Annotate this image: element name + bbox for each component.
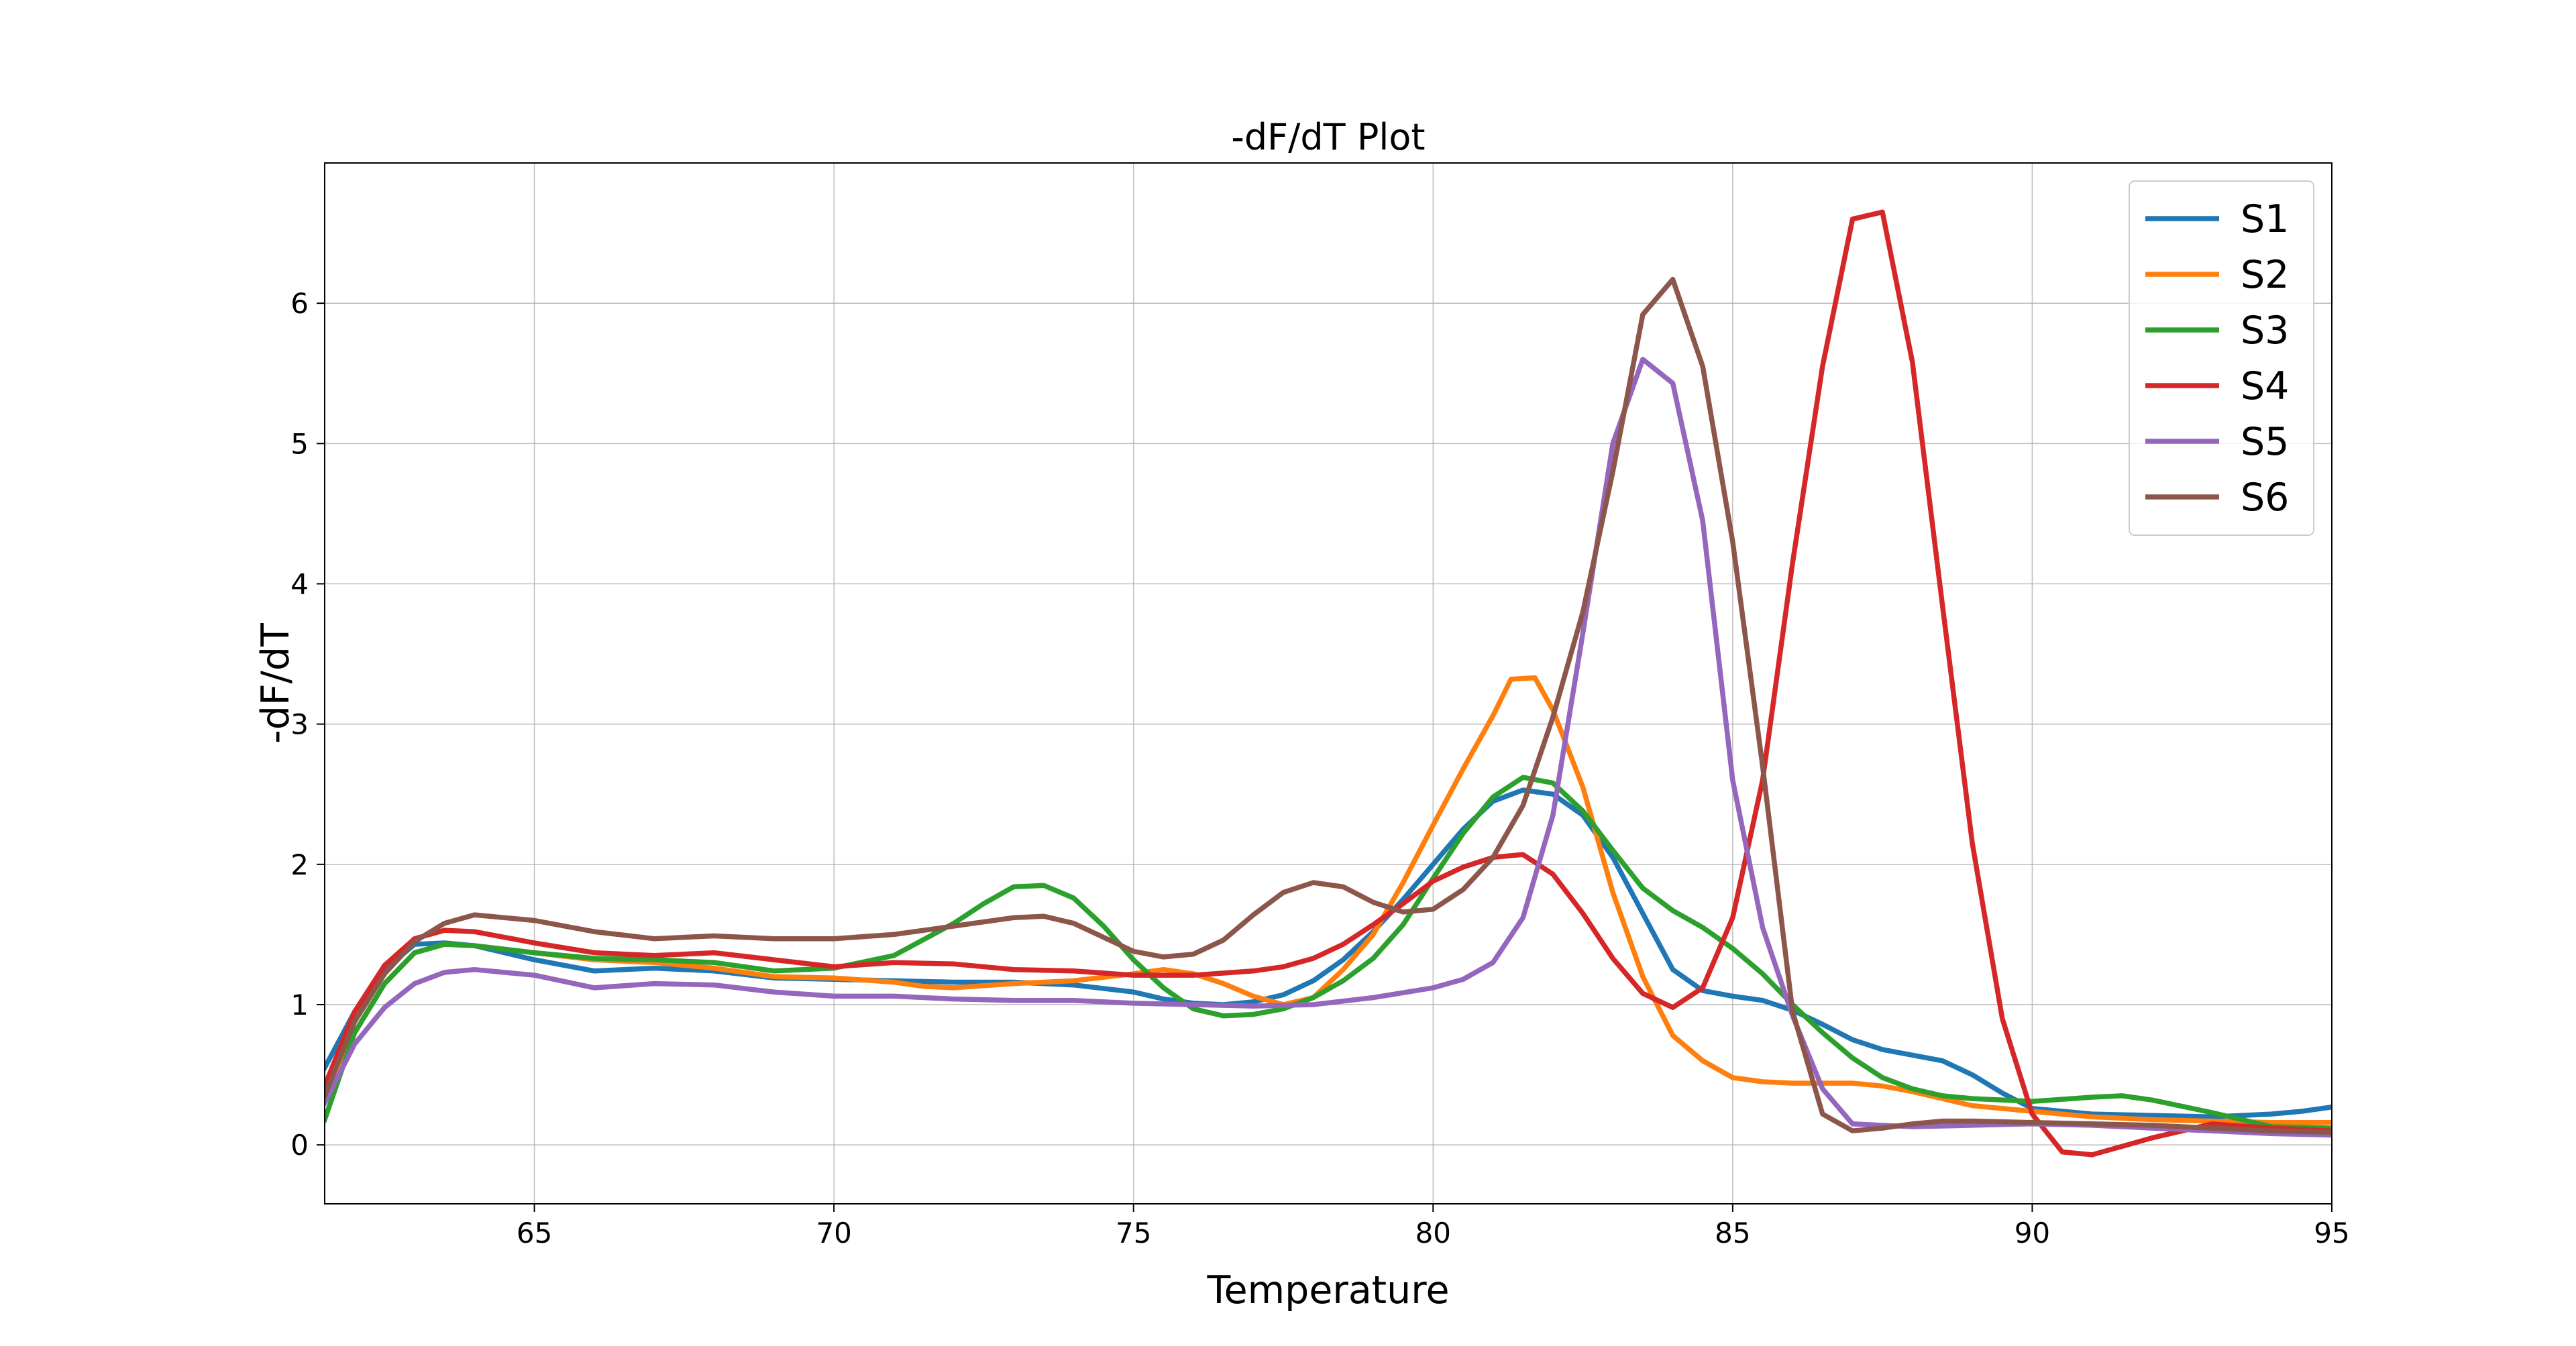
x-tick-label: 85 [1715,1217,1750,1249]
plot-area-frame [324,162,2332,1204]
legend-label: S1 [2241,197,2289,241]
gridlines [325,163,2332,1204]
axis-ticks: 65 70 75 80 85 90 95 0 1 2 3 4 5 6 [290,287,2349,1249]
legend-box [2129,180,2314,536]
chart-title: -dF/dT Plot [1231,116,1425,158]
y-tick-label: 4 [290,567,309,600]
y-tick-label: 0 [290,1129,309,1162]
series-line-s4 [325,209,2332,1158]
y-tick-label: 3 [290,708,309,741]
series-lines [325,209,2332,1158]
series-line-s6 [325,276,2332,1135]
series-line-s3 [325,775,2332,1131]
x-tick-label: 65 [517,1217,552,1249]
series-line-s1 [325,787,2332,1120]
y-axis-title: -dF/dT [254,623,298,744]
x-tick-label: 90 [2015,1217,2050,1249]
legend-label: S3 [2241,309,2289,353]
y-tick-label: 5 [290,427,309,460]
x-axis-title: Temperature [1206,1268,1449,1312]
y-tick-label: 6 [290,287,309,320]
y-tick-label: 1 [290,989,309,1021]
x-tick-label: 75 [1116,1217,1151,1249]
legend: S1 S2 S3 S4 S5 S6 [2129,180,2314,536]
x-tick-label: 70 [816,1217,851,1249]
legend-label: S5 [2241,420,2289,464]
y-tick-label: 2 [290,848,309,881]
x-tick-label: 80 [1415,1217,1451,1249]
legend-label: S6 [2241,475,2289,520]
legend-label: S4 [2241,364,2289,408]
x-tick-label: 95 [2314,1217,2349,1249]
series-line-s2 [325,675,2332,1125]
legend-label: S2 [2241,253,2289,297]
